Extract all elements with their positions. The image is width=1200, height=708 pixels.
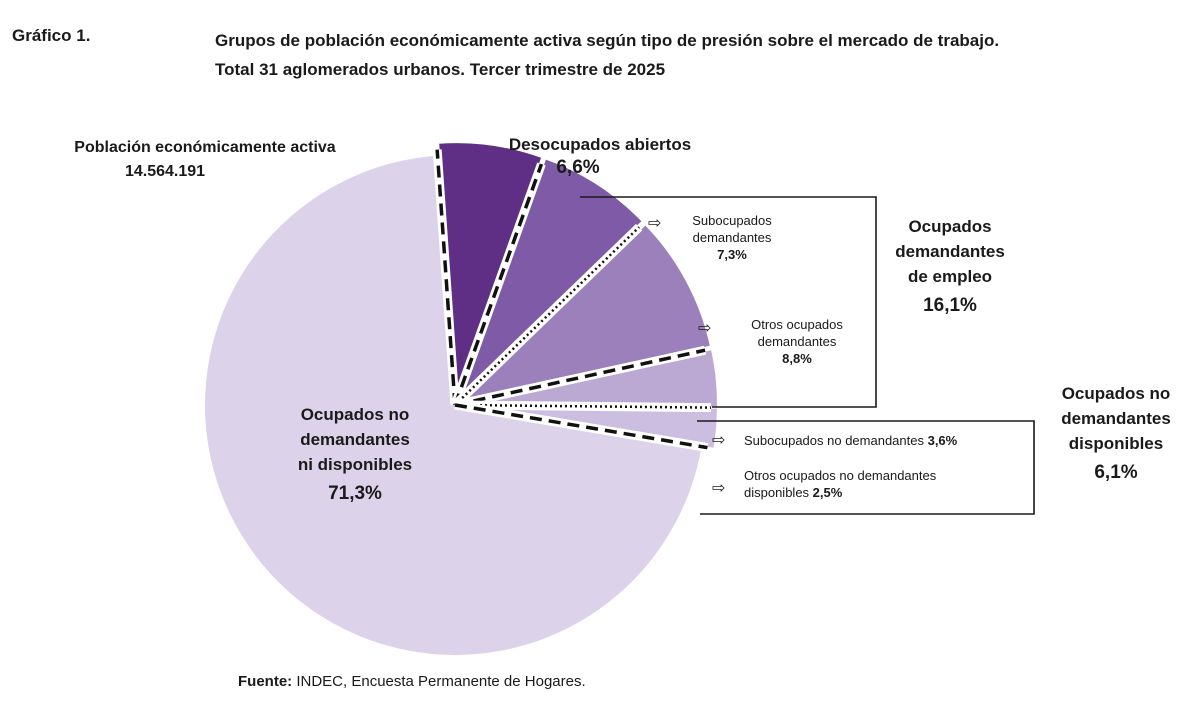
otros-no-dem-line2: disponibles — [744, 485, 813, 500]
title-line-2: Total 31 aglomerados urbanos. Tercer tri… — [215, 60, 666, 79]
title-line-1: Grupos de población económicamente activ… — [215, 31, 1000, 50]
separator-gap-3 — [451, 223, 643, 409]
label-subocupados-demandantes: Subocupados demandantes 7,3% — [662, 212, 802, 263]
ocupados-no-dem-disp-line2: demandantes — [1061, 409, 1171, 428]
label-ocupados-no-dem-ni-disp: Ocupados no demandantes ni disponibles 7… — [255, 402, 455, 505]
otros-dem-line1: Otros ocupados — [751, 317, 843, 332]
otros-no-dem-line1: Otros ocupados no demandantes — [744, 468, 937, 483]
ocupados-dem-line1: Ocupados — [908, 217, 992, 236]
slice-separators — [432, 149, 712, 453]
ocupados-dem-line3: de empleo — [907, 267, 993, 286]
ocupados-no-dem-disp-line3: disponibles — [1068, 434, 1164, 453]
label-desocupados: Desocupados abiertos 6,6% — [480, 132, 720, 179]
bracket-ocupados-demandantes — [580, 196, 877, 408]
ocupados-no-dem-disp-pct: 6,1% — [1094, 462, 1138, 483]
otros-dem-pct: 8,8% — [782, 351, 812, 366]
ocupados-dem-pct: 16,1% — [923, 295, 977, 316]
figure-label: Gráfico 1. — [12, 26, 91, 45]
pie-slice-2 — [461, 159, 642, 395]
separator-line-4 — [454, 348, 706, 407]
ocupados-ni-disp-line2: demandantes — [300, 430, 410, 449]
separator-line-2 — [453, 163, 544, 406]
label-otros-demandantes: Otros ocupados demandantes 8,8% — [722, 316, 872, 367]
pea-label: Población económicamente activa — [74, 139, 336, 156]
separator-line-6 — [454, 403, 708, 450]
ocupados-ni-disp-line3: ni disponibles — [297, 455, 413, 474]
pie-slice-6 — [205, 155, 702, 655]
otros-no-dem-pct: 2,5% — [812, 485, 843, 500]
arrow-right-icon: ⇨ — [648, 215, 662, 232]
desocupados-name: Desocupados abiertos — [508, 135, 692, 154]
label-subocupados-no-demandantes: Subocupados no demandantes 3,6% — [744, 432, 1034, 449]
separator-line-1 — [435, 149, 457, 406]
subocupados-dem-line1: Subocupados — [692, 213, 772, 228]
pie-slice-3 — [465, 225, 710, 400]
chart-title: Grupos de población económicamente activ… — [215, 26, 1175, 84]
arrow-right-icon: ⇨ — [712, 480, 726, 497]
pea-label-block: Población económicamente activa 14.564.1… — [30, 136, 380, 184]
arrow-right-icon: ⇨ — [698, 320, 712, 337]
ocupados-dem-line2: demandantes — [895, 242, 1005, 261]
pea-value: 14.564.191 — [124, 163, 206, 180]
otros-dem-line2: demandantes — [757, 334, 837, 349]
subocupados-dem-line2: demandantes — [692, 230, 772, 245]
subocupados-no-dem-pct: 3,6% — [927, 433, 958, 448]
ocupados-ni-disp-line1: Ocupados no — [300, 405, 410, 424]
subocupados-no-dem-text: Subocupados no demandantes — [744, 433, 928, 448]
bracket-ocupados-no-demandantes-disponibles — [697, 420, 1035, 515]
desocupados-pct: 6,6% — [556, 157, 600, 178]
label-ocupados-demandantes: Ocupados demandantes de empleo 16,1% — [870, 214, 1030, 317]
source-text: INDEC, Encuesta Permanente de Hogares. — [292, 673, 586, 690]
pie-slice-1 — [439, 143, 542, 394]
label-otros-no-demandantes: Otros ocupados no demandantes disponible… — [744, 467, 1034, 501]
ocupados-no-dem-disp-line1: Ocupados no — [1061, 384, 1171, 403]
separator-gap-5 — [454, 400, 712, 413]
arrow-right-icon: ⇨ — [712, 432, 726, 449]
label-ocupados-no-demandantes-disponibles: Ocupados no demandantes disponibles 6,1% — [1040, 381, 1192, 484]
source-note: Fuente: INDEC, Encuesta Permanente de Ho… — [238, 673, 586, 690]
ocupados-ni-disp-pct: 71,3% — [328, 483, 382, 504]
source-prefix: Fuente: — [238, 673, 293, 690]
subocupados-dem-pct: 7,3% — [717, 247, 747, 262]
